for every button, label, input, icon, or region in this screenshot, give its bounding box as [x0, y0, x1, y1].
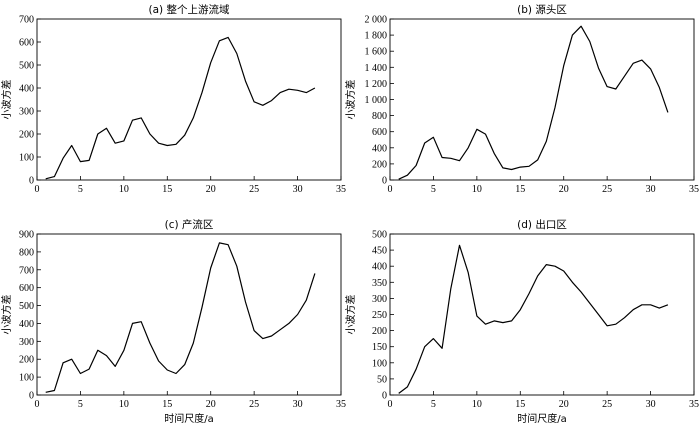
y-tick-label: 1 600	[365, 47, 388, 58]
y-tick-label: 200	[19, 355, 34, 366]
y-tick-label: 700	[19, 265, 34, 276]
chart-panel-3: (c) 产流区 0 5 10 15 20 25 30 35 0 100 200 300 400 500 600…	[0, 218, 346, 425]
x-tick-label: 0	[388, 399, 393, 410]
x-tick-label: 5	[78, 399, 83, 410]
series-line	[399, 26, 668, 179]
y-tick-label: 500	[19, 301, 34, 312]
x-tick-label: 20	[206, 399, 216, 410]
y-tick-label: 1 000	[365, 95, 388, 106]
x-tick-label: 35	[689, 184, 699, 195]
x-tick-label: 10	[472, 184, 482, 195]
x-tick-label: 15	[162, 184, 172, 195]
y-tick-label: 0	[29, 176, 34, 187]
x-tick-label: 30	[646, 399, 656, 410]
x-tick-label: 30	[646, 184, 656, 195]
y-tick-label: 1 200	[365, 79, 388, 90]
x-tick-label: 5	[431, 399, 436, 410]
y-tick-label: 450	[372, 246, 387, 257]
y-tick-label: 0	[382, 391, 387, 402]
y-tick-label: 350	[372, 278, 387, 289]
x-tick-label: 5	[78, 184, 83, 195]
x-axis-label: 时间尺度/a	[517, 412, 567, 425]
x-tick-label: 20	[206, 184, 216, 195]
plot-frame	[390, 234, 694, 395]
y-tick-label: 100	[19, 373, 34, 384]
x-tick-label: 0	[35, 399, 40, 410]
y-tick-label: 800	[372, 111, 387, 122]
chart-panel-1: (a) 整个上游流域 0 5 10 15 20 25 30 35 0 100 200 300 400 500…	[0, 3, 346, 195]
chart-title: (d) 出口区	[517, 218, 567, 231]
x-tick-label: 35	[336, 399, 346, 410]
x-tick-label: 25	[602, 399, 612, 410]
chart-title: (b) 源头区	[517, 3, 567, 16]
x-tick-label: 10	[119, 399, 129, 410]
y-tick-label: 150	[372, 342, 387, 353]
x-tick-label: 15	[515, 184, 525, 195]
y-tick-label: 300	[19, 107, 34, 118]
chart-panel-2: (b) 源头区 0 5 10 15 20 25 30 35 0 200 400 600 800 1 000 1…	[344, 3, 699, 195]
y-tick-label: 1 400	[365, 63, 388, 74]
series-line	[399, 245, 668, 393]
y-tick-label: 600	[19, 38, 34, 49]
x-tick-label: 10	[119, 184, 129, 195]
x-tick-label: 30	[293, 184, 303, 195]
x-tick-label: 20	[559, 399, 569, 410]
x-tick-label: 25	[249, 184, 259, 195]
y-axis-label: 小波方差	[0, 80, 13, 120]
chart-title: (a) 整个上游流域	[149, 3, 230, 16]
plot-frame	[37, 234, 341, 395]
x-tick-label: 0	[388, 184, 393, 195]
x-tick-label: 15	[515, 399, 525, 410]
x-tick-label: 0	[35, 184, 40, 195]
y-tick-label: 300	[372, 294, 387, 305]
y-tick-label: 500	[19, 61, 34, 72]
x-tick-label: 5	[431, 184, 436, 195]
x-tick-label: 10	[472, 399, 482, 410]
y-tick-label: 900	[19, 230, 34, 241]
y-tick-label: 400	[372, 143, 387, 154]
y-tick-label: 400	[19, 84, 34, 95]
y-tick-label: 250	[372, 310, 387, 321]
plot-frame	[37, 19, 341, 180]
series-line	[46, 37, 315, 178]
y-tick-label: 600	[372, 127, 387, 138]
x-tick-label: 15	[162, 399, 172, 410]
y-tick-label: 100	[19, 153, 34, 164]
x-tick-label: 25	[602, 184, 612, 195]
y-tick-label: 400	[19, 319, 34, 330]
y-tick-label: 200	[372, 326, 387, 337]
y-tick-label: 500	[372, 230, 387, 241]
y-tick-label: 200	[19, 130, 34, 141]
y-tick-label: 0	[29, 391, 34, 402]
x-tick-label: 35	[336, 184, 346, 195]
y-tick-label: 800	[19, 247, 34, 258]
x-axis-label: 时间尺度/a	[164, 412, 214, 425]
y-tick-label: 400	[372, 262, 387, 273]
y-tick-label: 1 800	[365, 31, 388, 42]
y-tick-label: 700	[19, 15, 34, 26]
y-tick-label: 50	[377, 374, 387, 385]
plot-frame	[390, 19, 694, 180]
y-tick-label: 200	[372, 159, 387, 170]
chart-title: (c) 产流区	[165, 218, 214, 231]
y-tick-label: 2 000	[365, 15, 388, 26]
y-axis-label: 小波方差	[344, 80, 357, 120]
x-tick-label: 20	[559, 184, 569, 195]
y-tick-label: 0	[382, 176, 387, 187]
x-tick-label: 30	[293, 399, 303, 410]
x-tick-label: 25	[249, 399, 259, 410]
y-axis-label: 小波方差	[0, 295, 13, 335]
y-tick-label: 100	[372, 358, 387, 369]
series-line	[46, 243, 315, 392]
y-axis-label: 小波方差	[344, 295, 357, 335]
y-tick-label: 300	[19, 337, 34, 348]
x-tick-label: 35	[689, 399, 699, 410]
y-tick-label: 600	[19, 283, 34, 294]
